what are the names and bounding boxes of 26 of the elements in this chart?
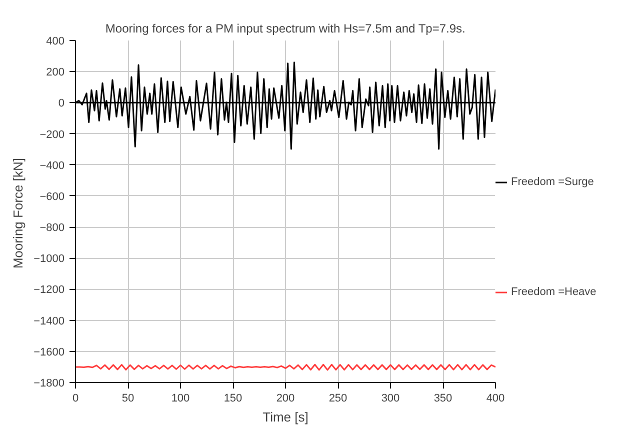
chart-title: Mooring forces for a PM input spectrum with Hs=7.5m and Tp=7.9s. xyxy=(105,22,466,36)
x-tick-label: 400 xyxy=(486,392,505,404)
x-tick-label: 350 xyxy=(434,392,452,404)
x-axis-title: Time [s] xyxy=(262,410,308,424)
x-tick-label: 50 xyxy=(122,392,134,404)
y-tick-label: −1000 xyxy=(34,253,65,266)
y-tick-label: −800 xyxy=(40,222,65,234)
y-tick-label: 400 xyxy=(46,36,65,48)
x-tick-label: 200 xyxy=(276,392,295,404)
y-tick-label: −1600 xyxy=(34,346,65,358)
y-tick-label: −1400 xyxy=(34,315,65,328)
x-tick-label: 300 xyxy=(381,392,400,404)
y-tick-label: −1800 xyxy=(34,378,65,390)
x-tick-label: 0 xyxy=(72,392,79,404)
y-axis-title: Mooring Force [kN] xyxy=(10,158,26,269)
y-tick-label: 0 xyxy=(58,98,65,110)
x-tick-label: 250 xyxy=(328,392,348,404)
y-tick-label: −200 xyxy=(40,128,65,141)
y-tick-label: 200 xyxy=(46,66,65,79)
y-tick-label: −1200 xyxy=(34,284,65,296)
x-tick-label: 100 xyxy=(171,392,190,404)
x-tick-label: 150 xyxy=(224,392,242,404)
legend-label: Freedom =Surge xyxy=(511,176,594,188)
legend-label: Freedom =Heave xyxy=(511,286,596,298)
y-tick-label: −400 xyxy=(40,160,65,172)
y-tick-label: −600 xyxy=(40,190,65,203)
